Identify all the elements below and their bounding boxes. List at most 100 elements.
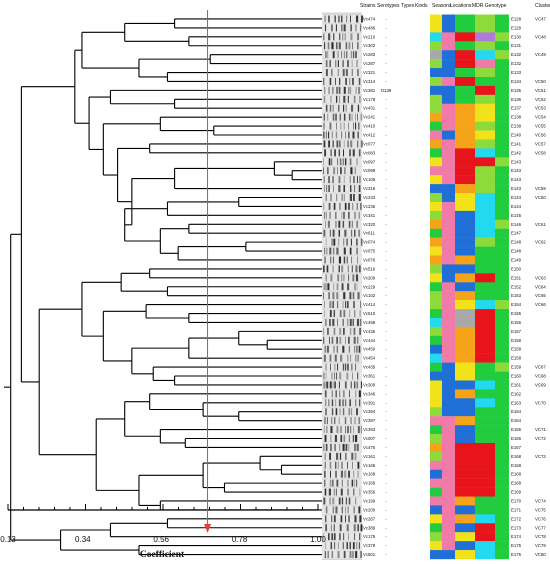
- strain-row: Vc314 - E134 VC50: [363, 79, 546, 84]
- color-cell: [442, 237, 455, 247]
- gel-lane: [322, 238, 363, 247]
- strain-label: Vc474: [363, 16, 376, 21]
- gel-lane: [322, 220, 362, 229]
- serotype-label: -: [385, 338, 387, 343]
- serotype-label: -: [385, 374, 387, 379]
- color-cell: [495, 335, 509, 345]
- color-cell: [475, 103, 495, 113]
- coefficient-axis: 0.13 0.34 0.56 0.78 1.00 Coefficient: [0, 504, 326, 560]
- color-cell: [495, 505, 509, 515]
- serotype-label: -: [385, 150, 387, 155]
- color-cell: [475, 434, 495, 444]
- gel-lane: [322, 452, 362, 461]
- color-cell: [430, 362, 442, 372]
- color-cell: [442, 59, 455, 69]
- color-cell: [442, 496, 455, 506]
- color-cell: [495, 76, 509, 87]
- strain-row: Vc458 - E156: [363, 320, 522, 325]
- strain-label: Vc229: [363, 284, 376, 289]
- axis-tick-label: 0.13: [0, 535, 16, 544]
- genotype-label: E176: [511, 552, 522, 557]
- color-cell: [495, 264, 509, 274]
- color-cell: [430, 246, 442, 256]
- color-cell: [495, 282, 509, 292]
- color-cell: [430, 50, 442, 60]
- genotype-label: E158: [511, 338, 522, 343]
- color-cell: [455, 148, 475, 158]
- strain-label: Vc074: [363, 240, 376, 245]
- serotype-label: -: [385, 52, 387, 57]
- color-cell: [475, 362, 495, 372]
- color-cell: [495, 157, 509, 167]
- color-cell: [495, 237, 509, 247]
- color-cell: [475, 550, 495, 560]
- color-cell: [455, 505, 475, 515]
- genotype-label: E160: [511, 374, 522, 379]
- color-cell: [430, 416, 442, 426]
- color-cell: [475, 139, 495, 149]
- strain-row: Vc199 - E170 VC74: [363, 498, 546, 503]
- color-cell: [475, 219, 495, 229]
- color-cell: [475, 157, 495, 167]
- gel-lane: [322, 487, 362, 497]
- color-cell: [442, 362, 455, 372]
- color-cell: [430, 166, 442, 176]
- color-cell: [475, 514, 495, 524]
- genotype-label: E139: [511, 124, 522, 129]
- gel-lane: [322, 41, 362, 50]
- axis-tick-label: 0.34: [75, 535, 91, 544]
- color-cell: [495, 23, 509, 33]
- color-cell: [430, 282, 442, 292]
- genotype-label: E158: [511, 347, 522, 352]
- header-5: Locations: [450, 3, 472, 9]
- strain-row: Vc076 - E149: [363, 257, 522, 262]
- color-cell: [455, 157, 475, 167]
- header-7: Cluster: [535, 3, 550, 9]
- color-cell: [442, 487, 455, 497]
- color-cell: [442, 193, 455, 203]
- cluster-label: VC79: [535, 543, 546, 548]
- color-cell: [475, 425, 495, 435]
- strain-label: Vc235: [363, 204, 376, 209]
- color-cell: [455, 309, 475, 319]
- gel-lane: [322, 14, 364, 24]
- color-cell: [430, 148, 442, 158]
- color-cell: [455, 94, 475, 104]
- strain-row: Vc394 - E164: [363, 409, 522, 414]
- kinds-column: [442, 14, 455, 560]
- strain-row: Vc097 - E143: [363, 159, 522, 164]
- gel-lane: [322, 77, 362, 86]
- genotype-label: E157: [511, 329, 522, 334]
- color-cell: [442, 264, 455, 274]
- strain-label: Vc341: [363, 213, 376, 218]
- color-cell: [430, 210, 442, 221]
- color-cell: [430, 157, 442, 167]
- color-cell: [495, 68, 509, 78]
- color-cell: [475, 460, 495, 470]
- cluster-label: VC69: [535, 382, 546, 387]
- strain-row: Vc486 - E129: [363, 25, 522, 30]
- color-cell: [455, 469, 475, 479]
- seasons-column: [455, 14, 475, 560]
- strain-row: Vc414 - E154 VC66: [363, 302, 546, 307]
- color-cell: [442, 398, 455, 408]
- color-cell: [430, 201, 442, 212]
- gel-lane: [322, 541, 362, 550]
- color-cell: [442, 434, 455, 444]
- color-cell: [455, 407, 475, 417]
- genotype-label: E131: [511, 43, 522, 48]
- serotype-label: -: [385, 347, 387, 352]
- genotype-label: E143: [511, 159, 522, 164]
- cluster-label: VC71: [535, 427, 546, 432]
- gel-lane: [322, 175, 362, 184]
- genotype-label: E168: [511, 454, 522, 459]
- genotype-label: E167: [511, 445, 522, 450]
- genotype-label: E151: [511, 275, 522, 280]
- color-cell: [442, 273, 455, 283]
- color-cell: [455, 344, 475, 354]
- color-cell: [455, 193, 475, 203]
- strain-label: Vc165: [363, 463, 376, 468]
- gel-lane: [322, 122, 362, 131]
- color-cell: [442, 50, 455, 60]
- color-cell: [495, 148, 509, 158]
